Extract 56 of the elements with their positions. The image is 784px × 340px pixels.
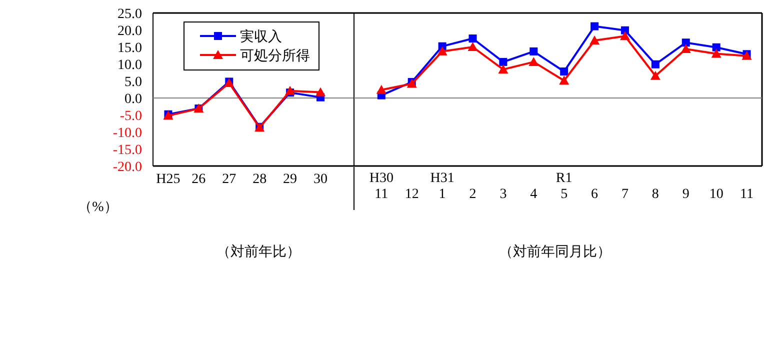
point — [285, 86, 296, 95]
point — [712, 43, 720, 52]
x-tick-label: 11 — [740, 187, 754, 202]
point — [376, 84, 386, 94]
x-tick-label: 6 — [591, 187, 598, 202]
legend-label: 可処分所得 — [240, 48, 310, 64]
y-tick-label: 15.0 — [118, 40, 142, 56]
point — [711, 48, 722, 58]
text: （対前年同月比） — [499, 244, 611, 260]
x-tick-label: 2 — [469, 187, 476, 202]
x-tick-label: 28 — [252, 172, 267, 187]
point — [682, 38, 690, 47]
y-axis-title: （%） — [78, 200, 118, 215]
point — [560, 67, 568, 76]
x-tick-label: 12 — [404, 187, 419, 202]
x-tick-label: 27 — [222, 172, 236, 187]
point — [530, 47, 538, 56]
point — [680, 44, 691, 54]
x-tick-label: 4 — [530, 187, 538, 202]
point — [528, 56, 539, 66]
y-tick-label: -15.0 — [112, 142, 142, 158]
point — [498, 64, 508, 74]
point — [437, 46, 448, 56]
x-tick-label: H25 — [156, 172, 180, 187]
point — [590, 22, 599, 30]
x-tick-label: 8 — [652, 187, 659, 202]
x-tick-label: 29 — [283, 172, 298, 187]
y-tick-label: 25.0 — [118, 6, 142, 22]
legend-label: 実収入 — [240, 28, 282, 45]
x-tick-label: 3 — [500, 187, 507, 202]
x-tick-label: 10 — [709, 187, 724, 202]
x-tick-label: H30 11 — [369, 171, 394, 202]
point — [499, 58, 508, 66]
point — [559, 76, 570, 85]
x-tick-label: 30 — [314, 172, 328, 187]
x-tick-label: R1 5 — [556, 171, 572, 202]
point — [620, 26, 629, 34]
point — [651, 60, 660, 68]
x-tick-label: 7 — [621, 187, 628, 202]
point — [316, 87, 326, 96]
point — [468, 42, 478, 51]
x-tick-label: 26 — [192, 172, 206, 187]
point — [620, 31, 630, 40]
y-tick-label: 0.0 — [124, 92, 142, 107]
x-tick-label: H31 1 — [430, 171, 454, 202]
y-tick-label: -5.0 — [120, 108, 142, 124]
text: （対前年比） — [216, 244, 300, 260]
y-tick-label: 5.0 — [124, 74, 142, 90]
y-tick-label: 10.0 — [118, 58, 142, 73]
point — [650, 70, 660, 80]
y-tick-label: 20.0 — [118, 24, 142, 39]
y-tick-label: -10.0 — [112, 126, 142, 141]
point — [468, 34, 477, 42]
y-tick-label: -20.0 — [112, 160, 142, 175]
point — [590, 36, 600, 45]
x-tick-label: 9 — [682, 187, 690, 202]
